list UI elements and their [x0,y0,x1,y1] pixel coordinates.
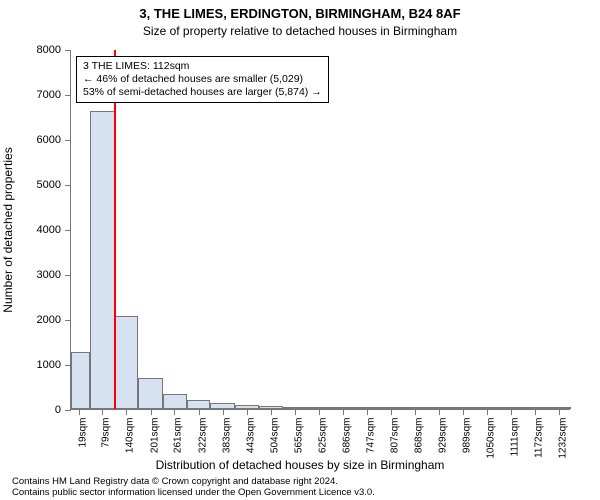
x-tick [439,409,440,415]
property-marker-line [114,50,116,409]
x-tick-label: 807sqm [389,418,400,454]
x-tick-label: 443sqm [245,418,256,454]
y-tick-label: 5000 [21,179,61,191]
x-tick [126,409,127,415]
x-tick-label: 504sqm [269,418,280,454]
x-tick-label: 383sqm [221,418,232,454]
x-tick-label: 565sqm [293,418,304,454]
x-tick-label: 19sqm [77,418,88,448]
y-tick [65,95,71,96]
footer-attribution: Contains HM Land Registry data © Crown c… [12,476,588,498]
x-tick [102,409,103,415]
x-tick [271,409,272,415]
plot-inner: 010002000300040005000600070008000 19sqm7… [71,50,570,409]
histogram-bar [138,378,162,409]
x-axis-label: Distribution of detached houses by size … [0,458,600,472]
x-tick [535,409,536,415]
histogram-bars [71,50,570,409]
x-tick [343,409,344,415]
x-tick [487,409,488,415]
y-tick [65,140,71,141]
x-tick [559,409,560,415]
x-tick [391,409,392,415]
x-tick-label: 686sqm [341,418,352,454]
histogram-bar [90,111,114,409]
histogram-bar [163,394,187,409]
y-tick-label: 0 [21,404,61,416]
x-tick [223,409,224,415]
histogram-bar [187,400,211,409]
x-tick-label: 929sqm [438,418,449,454]
x-tick [463,409,464,415]
x-tick-label: 201sqm [149,418,160,454]
y-tick-label: 2000 [21,314,61,326]
y-tick [65,50,71,51]
figure: 3, THE LIMES, ERDINGTON, BIRMINGHAM, B24… [0,0,600,500]
x-tick [415,409,416,415]
x-tick [79,409,80,415]
x-tick-label: 1232sqm [558,418,569,459]
x-tick [199,409,200,415]
chart-title-line2: Size of property relative to detached ho… [0,24,600,38]
x-tick-label: 747sqm [365,418,376,454]
y-tick [65,320,71,321]
y-axis-label: Number of detached properties [1,147,15,312]
x-tick-label: 989sqm [461,418,472,454]
x-tick [174,409,175,415]
tooltip-line: 3 THE LIMES: 112sqm [83,60,322,73]
y-tick [65,410,71,411]
y-tick-label: 4000 [21,224,61,236]
x-tick-label: 79sqm [101,418,112,448]
y-tick [65,365,71,366]
footer-line: Contains public sector information licen… [12,487,588,498]
x-tick-label: 868sqm [413,418,424,454]
tooltip-line: ← 46% of detached houses are smaller (5,… [83,73,322,86]
y-tick-label: 8000 [21,44,61,56]
y-tick [65,275,71,276]
x-tick-label: 625sqm [317,418,328,454]
x-tick [511,409,512,415]
histogram-bar [115,316,139,409]
x-tick-label: 1172sqm [534,418,545,458]
y-tick-label: 6000 [21,134,61,146]
x-tick-label: 1111sqm [510,418,521,457]
x-tick [367,409,368,415]
x-tick [295,409,296,415]
y-tick [65,185,71,186]
y-tick-label: 3000 [21,269,61,281]
y-tick-label: 1000 [21,359,61,371]
x-tick [247,409,248,415]
x-tick [151,409,152,415]
y-tick-label: 7000 [21,89,61,101]
x-tick-label: 261sqm [173,418,184,454]
tooltip-box: 3 THE LIMES: 112sqm ← 46% of detached ho… [76,56,329,103]
footer-line: Contains HM Land Registry data © Crown c… [12,476,588,487]
x-tick-label: 322sqm [197,418,208,454]
x-tick [319,409,320,415]
x-tick-label: 1050sqm [486,418,497,459]
chart-title-line1: 3, THE LIMES, ERDINGTON, BIRMINGHAM, B24… [0,6,600,21]
x-tick-label: 140sqm [125,418,136,454]
y-tick [65,230,71,231]
plot-area: 010002000300040005000600070008000 19sqm7… [70,50,570,410]
tooltip-line: 53% of semi-detached houses are larger (… [83,86,322,99]
histogram-bar [71,352,90,409]
